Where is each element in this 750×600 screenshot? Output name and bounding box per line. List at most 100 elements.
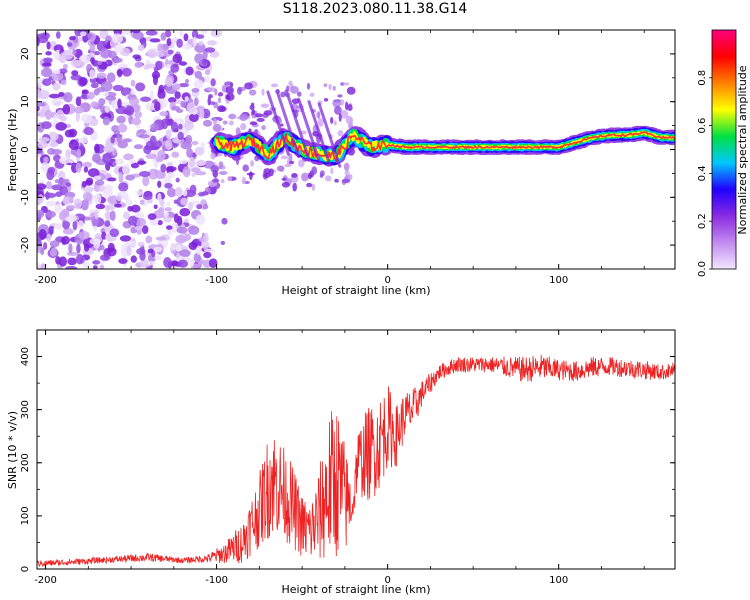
spectrogram-blob: [190, 167, 201, 173]
spectrogram-blob: [292, 182, 297, 192]
spectrogram-blob: [281, 181, 290, 188]
spectrogram-blob: [221, 217, 228, 225]
spectrogram-blob: [162, 48, 168, 55]
snr-frame: [36, 329, 676, 570]
spectrogram-blob: [203, 233, 209, 243]
spectrogram-streak: [266, 90, 290, 156]
spectrogram-blob: [70, 74, 82, 81]
colorbar-tick-label-0: 0.0: [697, 261, 708, 277]
spectrogram-blob: [184, 78, 190, 84]
spectrogram-blob: [139, 199, 145, 205]
spectrogram-blob: [171, 83, 181, 91]
spectrogram-blob: [235, 156, 240, 166]
spectrogram-blob: [38, 229, 47, 240]
spectrogram-streak: [297, 97, 321, 163]
spectrogram-blob: [137, 160, 147, 165]
spectrogram-blob: [155, 140, 163, 148]
spectrogram-blob: [199, 108, 205, 120]
spectrogram-blob: [168, 97, 177, 104]
spectrogram-blob: [242, 164, 250, 172]
spectrogram-blob: [188, 113, 199, 123]
spectrogram-blob: [58, 68, 68, 74]
colorbar-tick-label-1: 0.2: [697, 213, 708, 229]
spectrogram-blob: [58, 52, 67, 64]
spectrogram-streak: [307, 100, 331, 166]
spectrogram-blob: [42, 78, 52, 86]
spectrogram-blob: [185, 66, 194, 76]
spectrogram-blob: [44, 192, 57, 199]
spectrogram-blob: [154, 60, 163, 71]
spectrogram-blob: [139, 251, 146, 261]
spectrogram-blob: [43, 57, 53, 64]
spectrogram-y-tick-label-0: 20: [20, 48, 31, 61]
spectrogram-blob: [323, 83, 328, 88]
spectrogram-blob: [54, 203, 63, 214]
spectrogram-blob: [343, 162, 350, 172]
spectrogram-blob: [179, 30, 184, 37]
spectrogram-blob: [41, 62, 52, 67]
spectrogram-blob: [130, 117, 142, 125]
spectrogram-blob: [217, 97, 222, 104]
spectrogram-blob: [133, 144, 143, 150]
spectrogram-blob: [96, 72, 107, 79]
spectrogram-blob: [68, 243, 73, 254]
spectrogram-blob: [55, 31, 61, 39]
spectrogram-blob: [130, 79, 136, 87]
spectrogram-blob: [284, 163, 292, 168]
spectrogram-blob: [48, 93, 60, 99]
spectrogram-blob: [157, 219, 163, 226]
spectrogram-blob: [112, 57, 123, 63]
spectrogram-blob: [57, 178, 67, 187]
spectrogram-blob: [39, 108, 46, 118]
snr-x-ticks: -200 -100 0 100: [34, 330, 645, 586]
spectrogram-blob: [278, 165, 285, 172]
spectrogram-blob: [286, 85, 290, 92]
spectrogram-blob: [76, 149, 82, 158]
spectrogram-blob: [222, 120, 228, 125]
spectrogram-blob: [115, 158, 125, 165]
spectrogram-blob: [46, 233, 52, 243]
spectrogram-y-tick-label-3: -10: [20, 189, 31, 205]
spectrogram-blob: [195, 214, 206, 226]
spectrogram-blob: [344, 170, 350, 176]
spectrogram-blob: [170, 121, 179, 133]
spectrogram-blob: [176, 215, 183, 226]
spectrogram-blob: [205, 87, 213, 92]
spectrogram-blob: [62, 63, 68, 70]
spectrogram-blob: [58, 91, 65, 97]
spectrogram-blob: [279, 123, 284, 127]
spectrogram-blob: [212, 118, 217, 126]
spectrogram-blob: [194, 53, 204, 64]
spectrogram-blob: [195, 245, 202, 255]
spectrogram-blob: [111, 33, 124, 44]
spectrogram-blob: [244, 82, 253, 90]
spectrogram-blob: [65, 266, 78, 269]
spectrogram-blob: [90, 57, 95, 65]
spectrogram-blob: [79, 136, 88, 144]
spectrogram-blob: [164, 30, 172, 38]
spectrogram-blob: [210, 165, 220, 173]
spectrogram-blob: [163, 176, 172, 186]
spectrogram-blob: [52, 82, 61, 91]
spectrogram-blob: [161, 118, 169, 130]
spectrogram-blob: [167, 49, 174, 55]
spectrogram-blob: [334, 178, 339, 183]
spectrogram-blob: [117, 123, 128, 133]
spectrogram-blob: [220, 178, 225, 184]
spectrogram-blob: [228, 113, 237, 120]
spectrogram-blob: [105, 95, 117, 101]
spectrogram-blob: [228, 120, 234, 126]
snr-panel: -200 -100 0 100 0 100 200 300 400 Height of str…: [6, 329, 676, 596]
spectrogram-blob: [105, 161, 111, 171]
spectrogram-blob: [116, 68, 123, 77]
snr-y-ticks: 0 100 200 300 400: [20, 329, 675, 572]
spectrogram-blob: [174, 187, 183, 197]
spectrogram-blob: [122, 164, 131, 176]
spectrogram-blob: [106, 72, 116, 83]
spectrogram-blob: [89, 69, 96, 80]
spectrogram-blob: [68, 139, 79, 150]
spectrogram-blob: [118, 258, 128, 264]
spectrogram-blob: [149, 38, 161, 43]
spectrogram-blob: [118, 182, 129, 192]
